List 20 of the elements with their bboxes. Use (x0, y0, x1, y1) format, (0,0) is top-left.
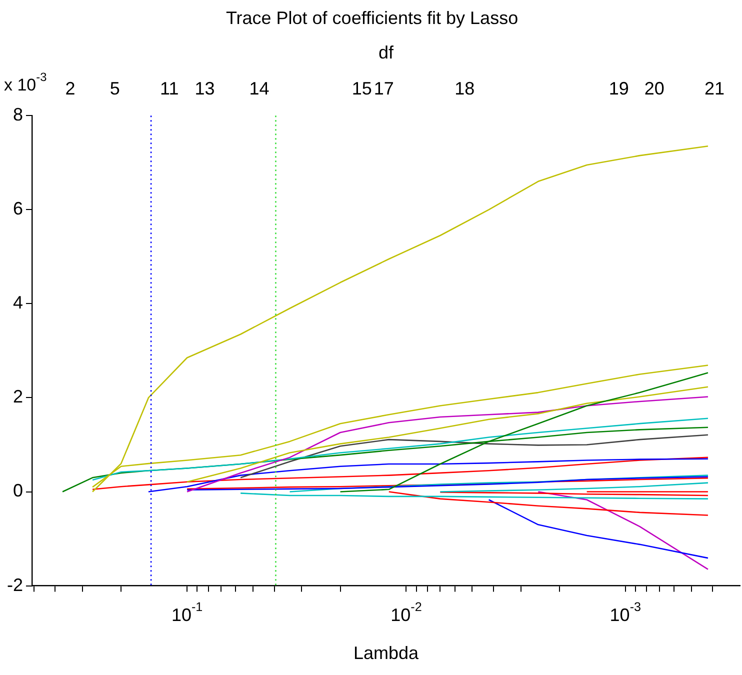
text: 15 (352, 78, 372, 99)
text: 13 (194, 78, 215, 99)
x-axis-title: Lambda (353, 643, 420, 664)
text: 5 (110, 78, 120, 99)
text: 14 (249, 78, 270, 99)
y-tick-label: 8 (12, 104, 24, 125)
y-tick-label: 4 (12, 292, 24, 313)
text: 19 (608, 78, 629, 99)
text: 21 (704, 78, 725, 99)
text: 18 (454, 78, 475, 99)
chart-title: Trace Plot of coefficients fit by Lasso (226, 8, 518, 28)
text: 11 (160, 78, 179, 99)
y-tick-label: 0 (12, 480, 24, 501)
y-tick-label: -2 (6, 574, 24, 595)
text: 2 (65, 78, 76, 99)
x2-axis-title: df (378, 42, 395, 63)
y-tick-label: 6 (12, 198, 24, 219)
text: 17 (374, 78, 394, 99)
y-tick-label: 2 (12, 386, 24, 407)
text: 20 (644, 78, 664, 99)
